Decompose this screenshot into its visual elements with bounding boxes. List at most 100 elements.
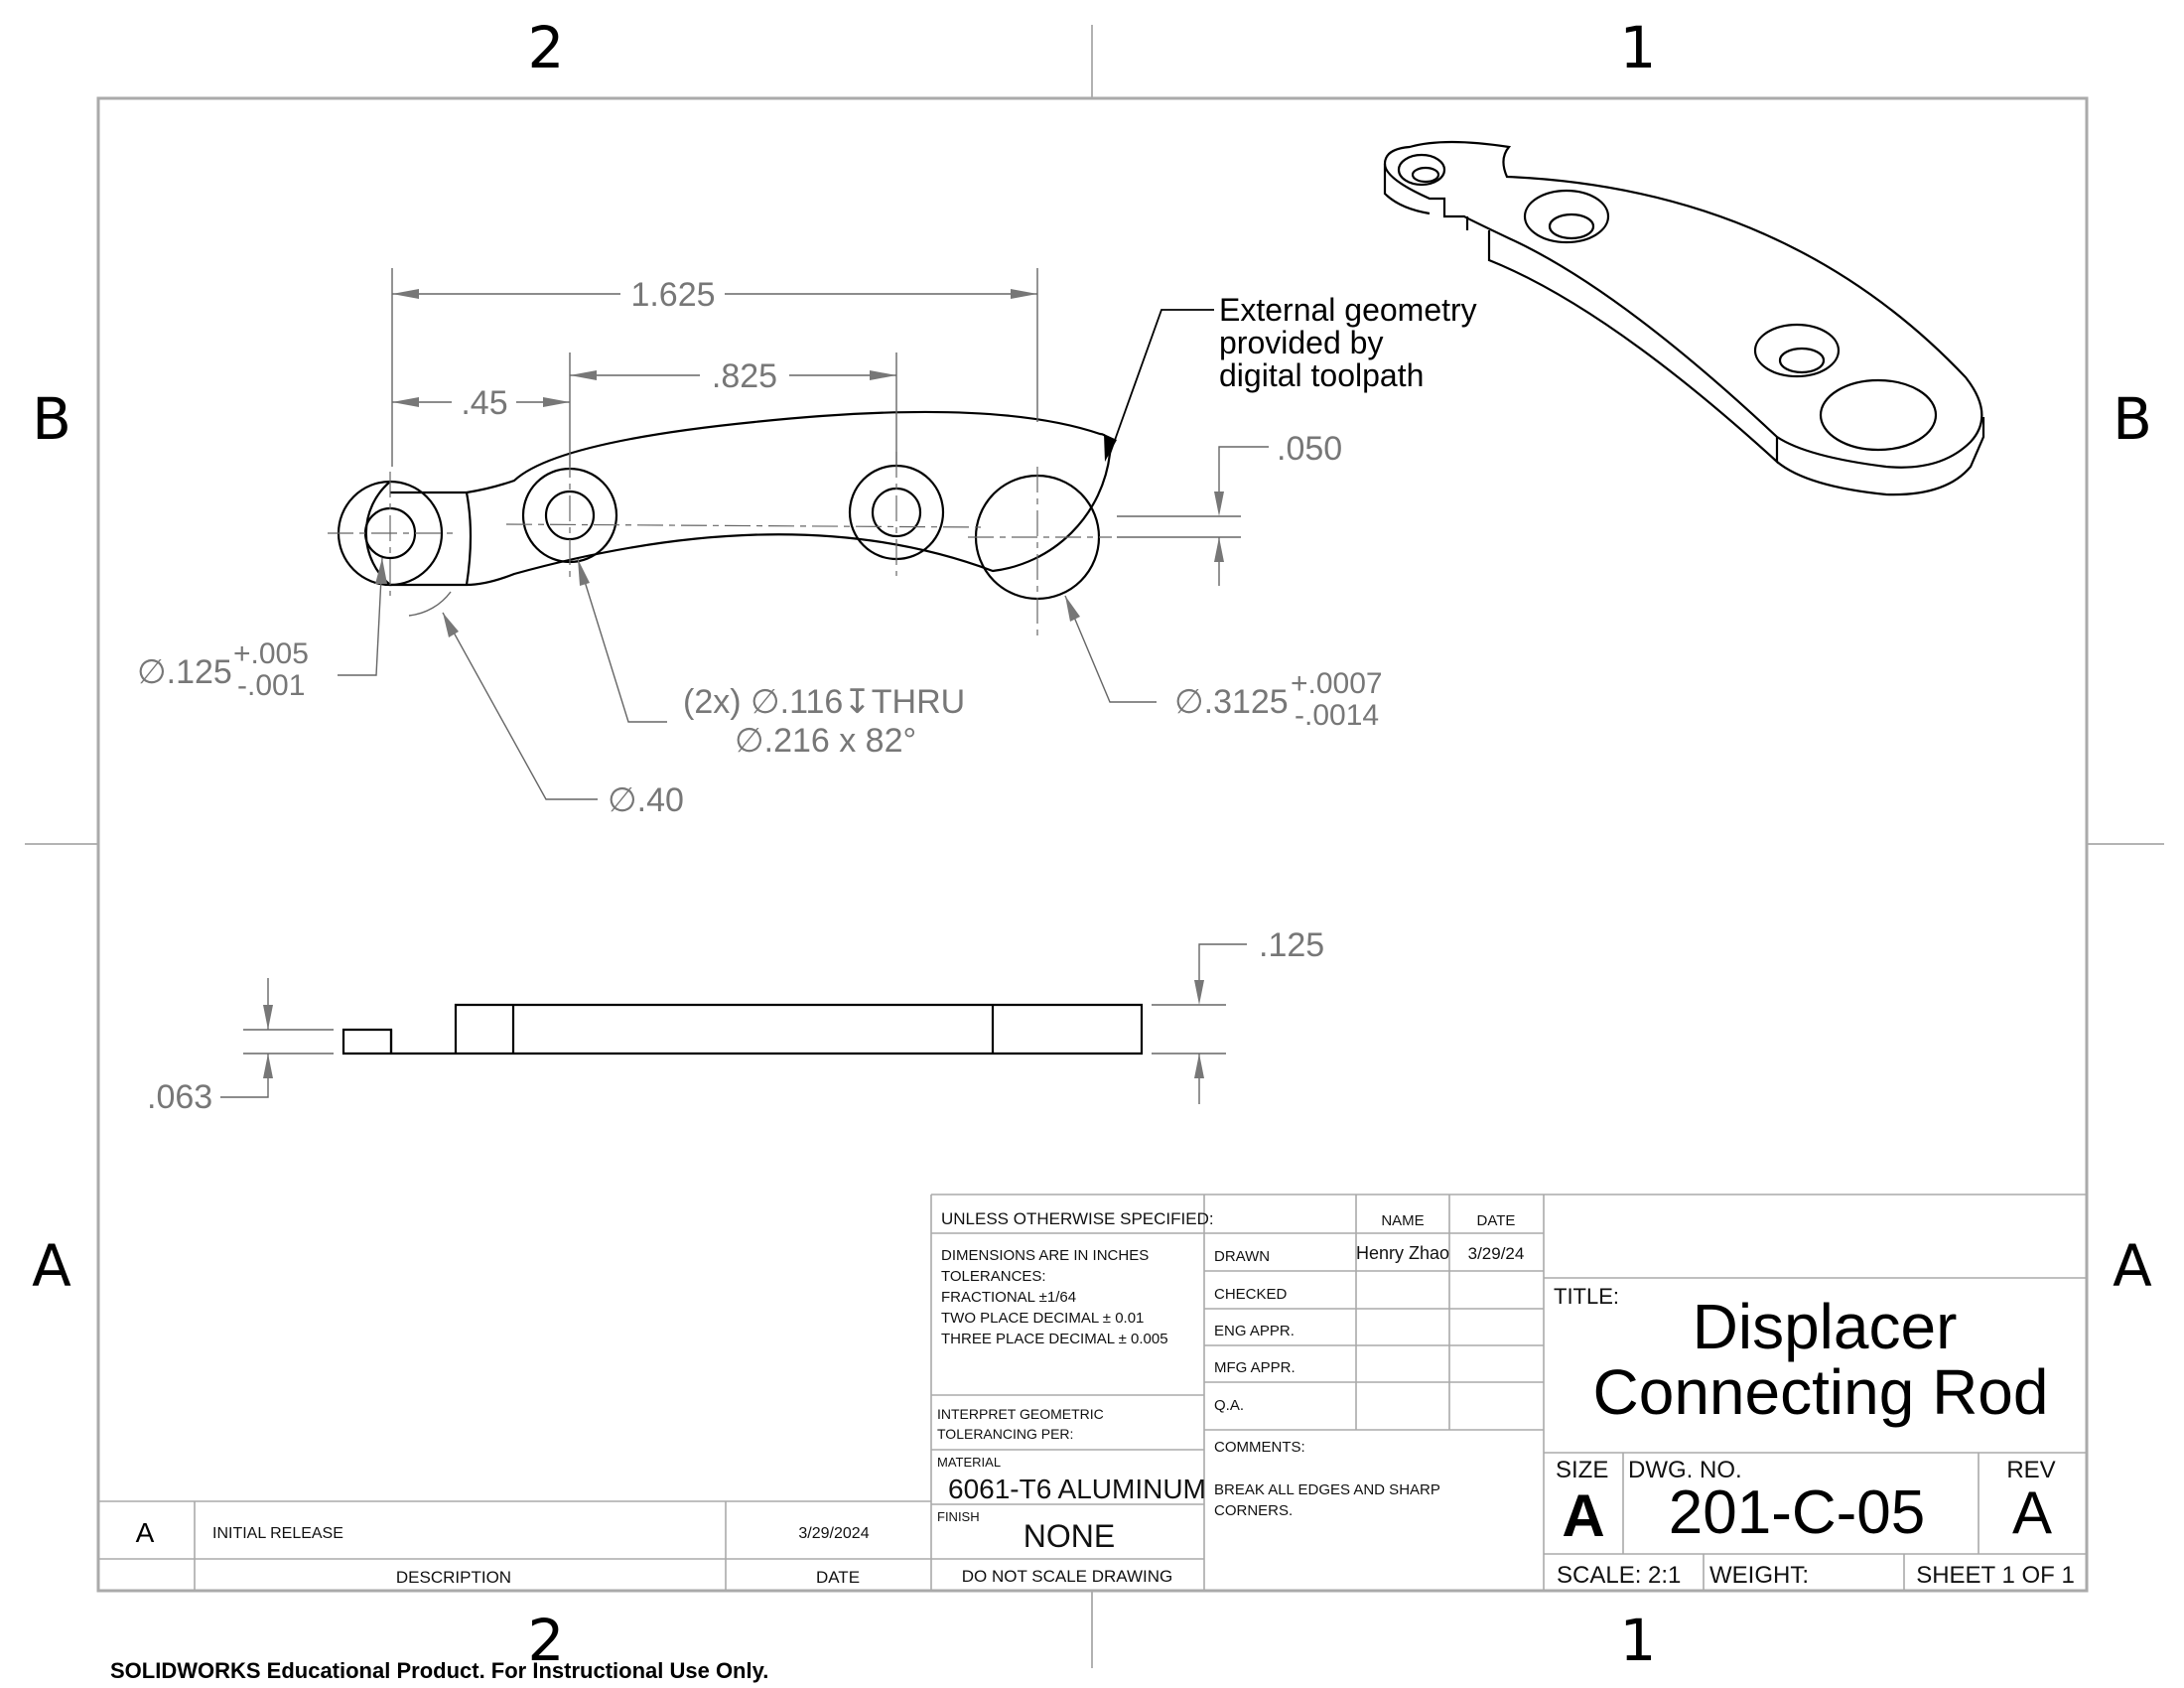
tb-tol-line: THREE PLACE DECIMAL ± 0.005 <box>941 1331 1168 1347</box>
zone-label-right-a: A <box>2113 1232 2152 1300</box>
tb-finish-label: FINISH <box>937 1509 980 1524</box>
iso-side-edge <box>1776 417 1985 496</box>
rev-date-hdr: DATE <box>816 1568 860 1587</box>
tb-sheet: SHEET 1 OF 1 <box>1916 1562 2075 1589</box>
title-block: UNLESS OTHERWISE SPECIFIED: DIMENSIONS A… <box>930 1194 2087 1591</box>
tb-checked: CHECKED <box>1214 1286 1288 1303</box>
tb-dwg-no: 201-C-05 <box>1669 1478 1925 1547</box>
sheet-border <box>96 96 2089 1593</box>
tb-drawn-name: Henry Zhao <box>1356 1243 1449 1263</box>
iso-csk-hole-1-inner <box>1548 212 1595 240</box>
arrowhead <box>1194 980 1204 1005</box>
dim-125: .125 <box>1259 926 1324 964</box>
arrowhead <box>870 370 896 380</box>
rod-outline <box>364 410 1112 587</box>
iso-csk-hole-2 <box>1753 323 1841 378</box>
arrowhead <box>443 613 459 637</box>
tb-dwg-label: DWG. NO. <box>1628 1457 1742 1483</box>
tb-comments-1: BREAK ALL EDGES AND SHARP <box>1214 1481 1440 1498</box>
arrowhead <box>392 289 419 299</box>
tb-tol-line: TWO PLACE DECIMAL ± 0.01 <box>941 1310 1144 1327</box>
tb-do-not-scale: DO NOT SCALE DRAWING <box>962 1567 1173 1586</box>
leader-line <box>338 557 383 676</box>
arrowhead <box>392 397 419 407</box>
note-line2: provided by <box>1219 325 1383 360</box>
iso-small-hole-inner <box>1411 166 1440 184</box>
tb-title-line1: Displacer <box>1693 1291 1958 1362</box>
iso-small-hole <box>1397 153 1446 187</box>
zone-label-right-b: B <box>2113 385 2152 453</box>
note-line3: digital toolpath <box>1219 357 1424 393</box>
revision-block: A INITIAL RELEASE 3/29/2024 DESCRIPTION … <box>98 1500 931 1591</box>
dim-825: .825 <box>712 357 777 395</box>
arrowhead <box>578 559 590 586</box>
leader-line <box>1218 446 1269 496</box>
side-profile <box>341 1003 1144 1055</box>
tb-comments-2: CORNERS. <box>1214 1502 1293 1519</box>
tb-date-hdr: DATE <box>1477 1212 1516 1229</box>
zone-label-bottom-right: 1 <box>1620 1607 1657 1674</box>
tb-tol-line: FRACTIONAL ±1/64 <box>941 1289 1076 1306</box>
centerline <box>505 523 984 528</box>
leader-line <box>1064 595 1157 703</box>
tb-tol-line: TOLERANCES: <box>941 1268 1046 1285</box>
tb-name-hdr: NAME <box>1381 1212 1424 1229</box>
arrowhead <box>1194 1054 1204 1078</box>
tb-material-label: MATERIAL <box>937 1455 1001 1470</box>
zone-label-top-right: 1 <box>1620 14 1657 81</box>
callout-small-hole-tol-plus: +.005 <box>233 637 309 670</box>
iso-top-face <box>1383 140 1983 469</box>
arrowhead <box>263 1005 273 1030</box>
zone-label-left-a: A <box>32 1232 71 1300</box>
tb-rev: A <box>2012 1479 2052 1546</box>
tb-title-line2: Connecting Rod <box>1593 1356 2049 1428</box>
leader-line <box>1198 943 1247 985</box>
isometric-view <box>1383 140 1985 496</box>
zone-label-bottom-left: 2 <box>528 1607 565 1674</box>
tb-drawn: DRAWN <box>1214 1248 1270 1265</box>
iso-csk-hole-1 <box>1523 189 1610 244</box>
tb-material: 6061-T6 ALUMINUM <box>948 1474 1206 1504</box>
iso-side-edge <box>1487 230 1779 465</box>
rev-desc-hdr: DESCRIPTION <box>396 1568 511 1587</box>
callout-radius-40: ∅.40 <box>608 781 684 819</box>
tb-unless: UNLESS OTHERWISE SPECIFIED: <box>941 1209 1214 1228</box>
leader-line <box>220 1054 269 1098</box>
tb-size: A <box>1562 1482 1604 1549</box>
tb-mfg-appr: MFG APPR. <box>1214 1359 1296 1376</box>
leader-line <box>577 558 667 723</box>
tb-title-label: TITLE: <box>1554 1284 1619 1309</box>
tb-qa: Q.A. <box>1214 1397 1244 1414</box>
leader-line <box>442 612 598 800</box>
note-leader <box>1108 309 1214 458</box>
radius-arc <box>408 591 452 617</box>
tangent-edge <box>465 492 473 586</box>
dim-050: .050 <box>1277 430 1342 468</box>
tb-eng-appr: ENG APPR. <box>1214 1323 1295 1339</box>
tb-size-label: SIZE <box>1556 1457 1608 1483</box>
tb-interpret-2: TOLERANCING PER: <box>937 1426 1073 1442</box>
dim-1625: 1.625 <box>630 276 715 314</box>
callout-small-hole-tol-minus: -.001 <box>237 669 305 702</box>
arrowhead <box>1104 434 1117 462</box>
dim-45: .45 <box>461 384 507 422</box>
arrowhead <box>1214 537 1224 562</box>
side-view: .125 .063 <box>147 926 1324 1116</box>
callout-large-hole-tol-minus: -.0014 <box>1295 699 1379 732</box>
callout-small-hole: ∅.125 <box>137 653 232 691</box>
tb-scale: SCALE: 2:1 <box>1557 1562 1681 1589</box>
arrowhead <box>375 558 387 584</box>
arrowhead <box>570 370 597 380</box>
callout-csk-line2: ∅.216 x 82° <box>735 722 916 760</box>
educational-watermark: SOLIDWORKS Educational Product. For Inst… <box>110 1658 768 1683</box>
tb-comments-label: COMMENTS: <box>1214 1439 1305 1456</box>
callout-large-hole: ∅.3125 <box>1174 683 1289 721</box>
note-line1: External geometry <box>1219 292 1477 328</box>
tb-drawn-date: 3/29/24 <box>1468 1244 1525 1263</box>
arrowhead <box>1011 289 1037 299</box>
callout-large-hole-tol-plus: +.0007 <box>1291 667 1383 700</box>
rev-date: 3/29/2024 <box>798 1525 869 1542</box>
rev-description: INITIAL RELEASE <box>212 1525 343 1542</box>
zone-label-left-b: B <box>32 385 71 453</box>
